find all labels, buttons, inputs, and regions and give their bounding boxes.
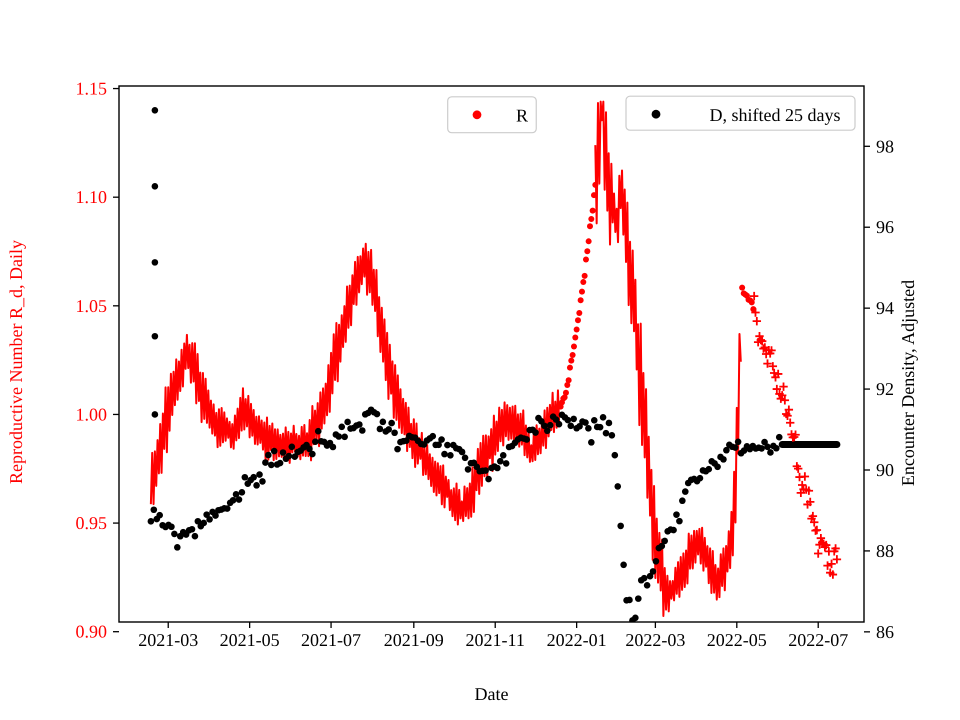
svg-text:92: 92	[876, 379, 894, 399]
svg-text:Date: Date	[475, 684, 509, 704]
svg-text:1.05: 1.05	[76, 296, 108, 316]
svg-text:2021-05: 2021-05	[220, 630, 280, 650]
svg-text:98: 98	[876, 136, 894, 156]
svg-text:R: R	[516, 106, 528, 126]
svg-text:2022-07: 2022-07	[788, 630, 848, 650]
svg-text:86: 86	[876, 622, 894, 642]
svg-text:96: 96	[876, 217, 894, 237]
svg-text:1.15: 1.15	[76, 79, 108, 99]
svg-text:2021-11: 2021-11	[466, 630, 525, 650]
svg-text:Encounter Density, Adjusted: Encounter Density, Adjusted	[898, 280, 918, 486]
svg-text:2021-09: 2021-09	[384, 630, 444, 650]
svg-text:2022-03: 2022-03	[625, 630, 685, 650]
svg-text:2022-01: 2022-01	[547, 630, 607, 650]
svg-text:88: 88	[876, 541, 894, 561]
svg-text:2021-07: 2021-07	[301, 630, 361, 650]
svg-text:D, shifted 25 days: D, shifted 25 days	[710, 105, 841, 125]
svg-text:1.00: 1.00	[76, 404, 108, 424]
svg-text:0.90: 0.90	[76, 622, 108, 642]
svg-text:Reproductive Number R_d, Daily: Reproductive Number R_d, Daily	[6, 240, 26, 484]
svg-text:2021-03: 2021-03	[138, 630, 198, 650]
svg-text:2022-05: 2022-05	[707, 630, 767, 650]
svg-text:90: 90	[876, 460, 894, 480]
svg-text:94: 94	[876, 298, 894, 318]
svg-text:1.10: 1.10	[76, 187, 108, 207]
svg-text:0.95: 0.95	[76, 513, 108, 533]
